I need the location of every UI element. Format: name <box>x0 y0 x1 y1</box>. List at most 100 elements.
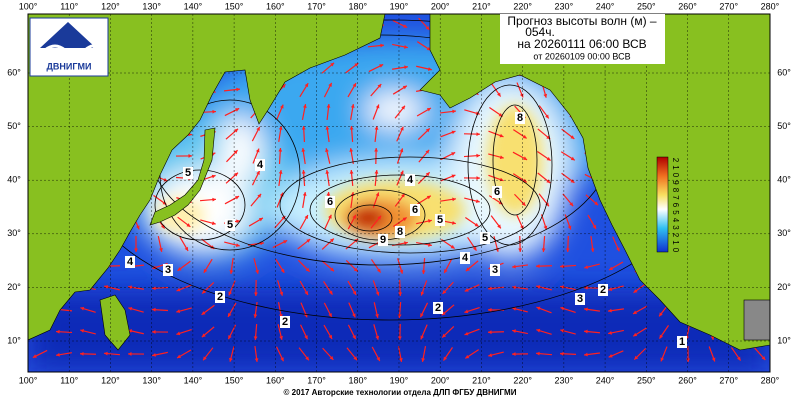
contour-label-bg <box>492 186 502 198</box>
arrow-head <box>375 335 380 340</box>
lon-label: 160° <box>266 375 285 385</box>
arrow-head <box>328 214 332 219</box>
lat-label: 10° <box>777 335 791 345</box>
arrow-head <box>633 310 638 314</box>
lon-label: 210° <box>472 375 491 385</box>
arrow-head <box>374 126 379 130</box>
contour-label: 1 <box>679 336 685 348</box>
arrow-head <box>398 292 403 296</box>
arrow-head <box>135 225 140 230</box>
copyright: © 2017 Авторские технологии отдела ДЛП Ф… <box>284 388 517 397</box>
lon-label: 180° <box>348 1 367 11</box>
arrow-head <box>212 197 216 202</box>
arrow-head <box>420 291 425 296</box>
arrow-head <box>278 126 283 130</box>
arrow-head <box>565 248 570 252</box>
arrow-head <box>353 356 358 361</box>
arrow-head <box>304 83 309 88</box>
lon-label: 120° <box>101 1 120 11</box>
arrow-head <box>228 312 232 317</box>
arrow-head <box>761 356 766 360</box>
colorbar-label: 8 <box>671 188 680 193</box>
colorbar-label: 2 <box>671 233 680 238</box>
arrow-head <box>283 240 288 244</box>
lon-label: 130° <box>142 375 161 385</box>
axis-labels: 100°100°110°110°120°120°130°130°140°140°… <box>7 1 791 385</box>
lon-label: 190° <box>390 1 409 11</box>
arrow-head <box>560 328 565 333</box>
logo: ДВНИГМИ <box>29 17 109 77</box>
land <box>28 14 770 351</box>
contour-label-bg <box>215 291 225 303</box>
arrow-head <box>256 170 260 175</box>
arrow-head <box>512 329 516 334</box>
arrow-head <box>567 225 572 230</box>
colorbar-label: 9 <box>671 180 680 185</box>
arrow-head <box>590 248 595 252</box>
arrow-head <box>255 148 260 153</box>
contour-label-bg <box>255 159 265 171</box>
title-line: на 20260111 06:00 ВСВ <box>517 37 646 51</box>
arrow-head <box>512 352 516 357</box>
arrow-head <box>608 330 612 335</box>
contour-label-bg <box>280 316 290 328</box>
arrow-head <box>305 356 309 361</box>
lon-label: 270° <box>719 375 738 385</box>
arrow-head <box>427 67 432 71</box>
arrow-head <box>584 329 588 334</box>
lon-label: 150° <box>225 375 244 385</box>
lon-label: 200° <box>431 375 450 385</box>
arrow-head <box>464 331 469 336</box>
arrow-head <box>152 286 156 291</box>
contour-label: 4 <box>407 174 414 186</box>
arrow-head <box>570 135 575 139</box>
arrow-head <box>56 352 60 357</box>
arrow-head <box>256 126 260 131</box>
arrow-head <box>234 128 239 133</box>
lat-label: 60° <box>777 67 791 77</box>
arrow-head <box>425 172 430 177</box>
arrow-head <box>302 192 307 196</box>
colorbar-label: 4 <box>671 218 680 223</box>
arrow-head <box>349 148 354 152</box>
arrow-head <box>451 130 456 135</box>
arrow-head <box>536 351 540 356</box>
arrow-head <box>254 292 258 296</box>
arrow-head <box>609 266 614 271</box>
arrow-head <box>328 313 332 318</box>
arrow-head <box>476 132 480 137</box>
title-line: от 20260109 00:00 ВСВ <box>533 51 630 61</box>
arrow-head <box>541 248 546 252</box>
arrow-head <box>280 268 285 273</box>
arrow-head <box>212 109 216 114</box>
arrow-head <box>352 214 356 219</box>
arrow-head <box>325 126 330 130</box>
arrow-head <box>476 176 480 180</box>
contour-label: 4 <box>462 252 469 264</box>
arrow-head <box>202 289 207 294</box>
arrow-head <box>543 225 548 230</box>
arrow-head <box>543 93 548 98</box>
lat-label: 20° <box>7 282 21 292</box>
colorbar-label: 7 <box>671 195 680 200</box>
arrow-head <box>352 290 357 295</box>
arrow-head <box>305 267 310 272</box>
arrow-head <box>353 267 358 272</box>
arrow-head <box>56 329 60 334</box>
arrow-head <box>476 153 480 158</box>
contour-label-bg <box>410 204 420 216</box>
contour-label-bg <box>163 264 173 276</box>
arrow-head <box>397 336 402 340</box>
arrow-head <box>592 224 597 229</box>
arrow-head <box>253 336 258 340</box>
arrow-head <box>536 328 541 333</box>
arrow-head <box>254 358 259 362</box>
arrow-head <box>233 150 238 155</box>
arrow-head <box>176 331 181 336</box>
arrow-head <box>584 265 589 269</box>
arrow-head <box>659 312 663 317</box>
arrow-head <box>374 148 379 152</box>
lon-label: 190° <box>390 375 409 385</box>
